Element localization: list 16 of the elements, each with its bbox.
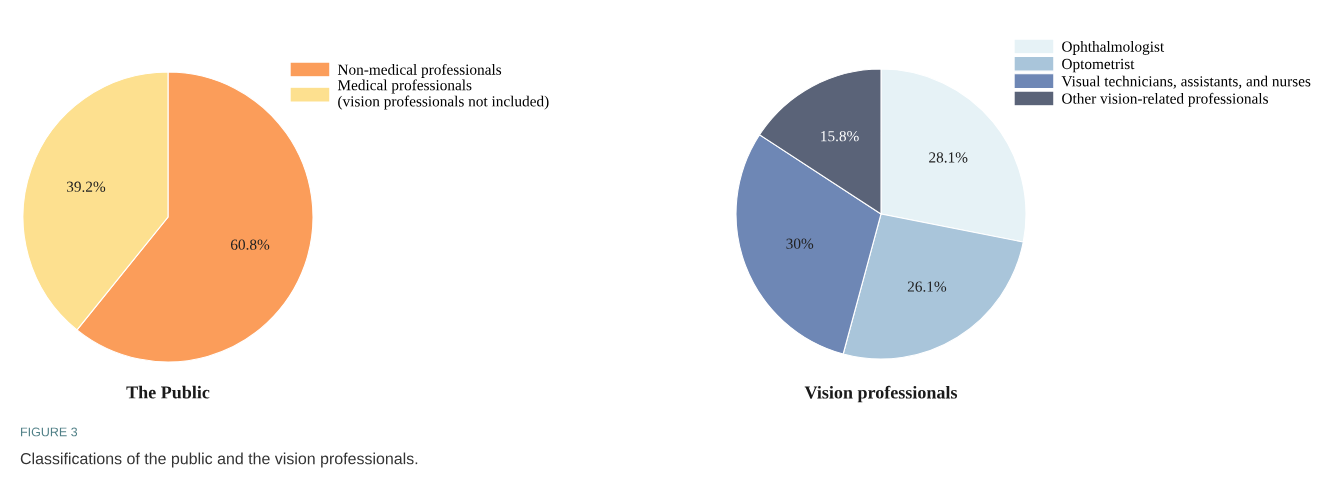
legend-label: Ophthalmologist xyxy=(1062,41,1165,55)
data-label: 60.8% xyxy=(230,239,270,250)
legend-label: Non-medical professionals xyxy=(337,63,502,78)
data-label: 30% xyxy=(786,238,814,249)
text: The Public xyxy=(126,385,210,399)
data-label: 39.2% xyxy=(66,181,106,192)
data-label: 28.1% xyxy=(929,152,968,163)
caption: FIGURE 3 xyxy=(21,427,78,437)
legend-label: Optometrist xyxy=(1062,58,1135,73)
legend-label: Other vision-related professionals xyxy=(1062,92,1268,107)
data-label: 26.1% xyxy=(907,281,947,292)
legend-label: Visual technicians, assistants, and nurses xyxy=(1061,75,1311,89)
text: Vision professionals xyxy=(804,385,958,403)
data-label: 15.8% xyxy=(821,131,859,142)
text: Classifications of the public and the vision professionals. xyxy=(20,452,418,468)
legend-label: Medical professionals (vision professionals not included) xyxy=(337,79,549,110)
